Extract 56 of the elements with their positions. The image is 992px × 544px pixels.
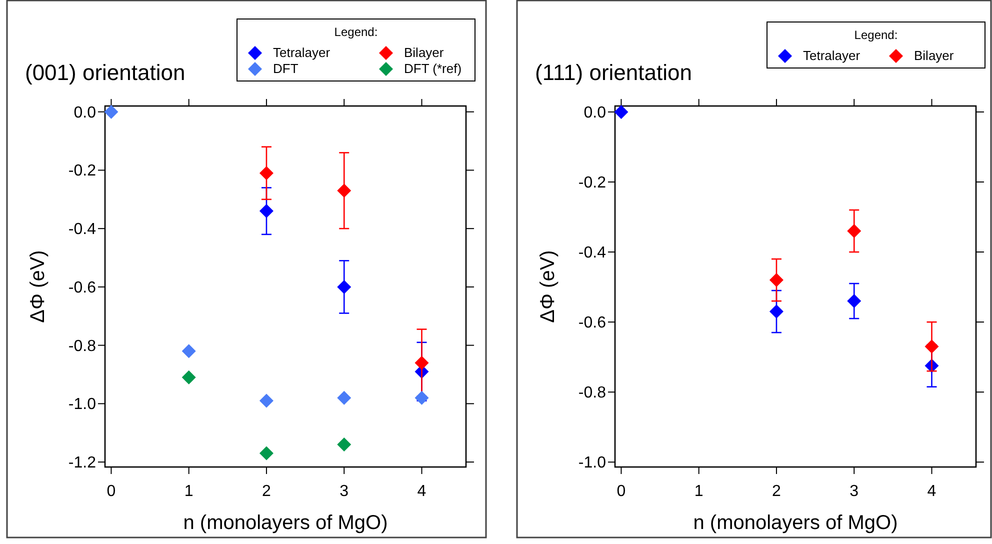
point <box>847 224 862 238</box>
x-tick-label: 0 <box>106 483 116 500</box>
y-tick-label: -0.4 <box>578 244 606 262</box>
y-tick-label: -0.2 <box>68 162 96 180</box>
point <box>614 104 628 119</box>
y-tick-label: -1.2 <box>68 454 96 472</box>
x-axis-title: n (monolayers of MgO) <box>183 512 388 534</box>
legend-label: DFT <box>273 61 298 76</box>
point <box>337 280 352 294</box>
point <box>259 204 274 218</box>
point <box>769 304 784 319</box>
legend-label: Tetralayer <box>803 48 861 63</box>
point <box>337 390 352 405</box>
point <box>414 390 429 405</box>
x-tick-label: 3 <box>850 483 859 500</box>
point <box>259 446 274 460</box>
chart-title: (111) orientation <box>535 60 692 85</box>
y-tick-label: -0.4 <box>68 221 96 238</box>
y-tick-label: 0.0 <box>584 104 606 122</box>
x-tick-label: 2 <box>262 483 272 500</box>
point <box>337 438 352 452</box>
x-tick-label: 0 <box>616 483 626 500</box>
legend-title: Legend: <box>334 25 378 39</box>
y-tick-label: -1.0 <box>578 454 606 472</box>
legend-label: Bilayer <box>404 45 444 60</box>
x-tick-label: 1 <box>694 483 704 500</box>
point <box>769 273 784 288</box>
y-axis-title: ΔΦ (eV) <box>27 250 49 323</box>
y-tick-label: 0.0 <box>74 104 96 122</box>
y-tick-label: -0.8 <box>578 384 606 402</box>
legend-title: Legend: <box>854 28 898 42</box>
point <box>182 370 196 384</box>
y-tick-label: -0.8 <box>68 338 96 355</box>
x-tick-label: 3 <box>340 483 349 500</box>
point <box>104 104 118 119</box>
y-tick-label: -0.6 <box>68 279 96 296</box>
legend-label: DFT (*ref) <box>404 61 462 76</box>
point <box>414 356 429 370</box>
legend-label: Bilayer <box>914 48 954 63</box>
y-axis-title: ΔΦ (eV) <box>537 250 559 323</box>
y-tick-label: -1.0 <box>68 396 96 414</box>
legend-label: Tetralayer <box>273 45 331 60</box>
chart-title: (001) orientation <box>25 60 186 85</box>
point <box>259 394 274 408</box>
x-tick-label: 1 <box>184 483 194 500</box>
point <box>337 184 352 198</box>
point <box>924 340 939 354</box>
x-tick-label: 2 <box>772 483 782 500</box>
x-tick-label: 4 <box>927 483 936 500</box>
y-tick-label: -0.2 <box>578 174 606 192</box>
y-tick-label: -0.6 <box>578 314 606 332</box>
x-tick-label: 4 <box>417 483 426 500</box>
x-axis-title: n (monolayers of MgO) <box>693 512 898 534</box>
point <box>847 294 862 308</box>
point <box>259 166 274 180</box>
point <box>182 344 196 358</box>
